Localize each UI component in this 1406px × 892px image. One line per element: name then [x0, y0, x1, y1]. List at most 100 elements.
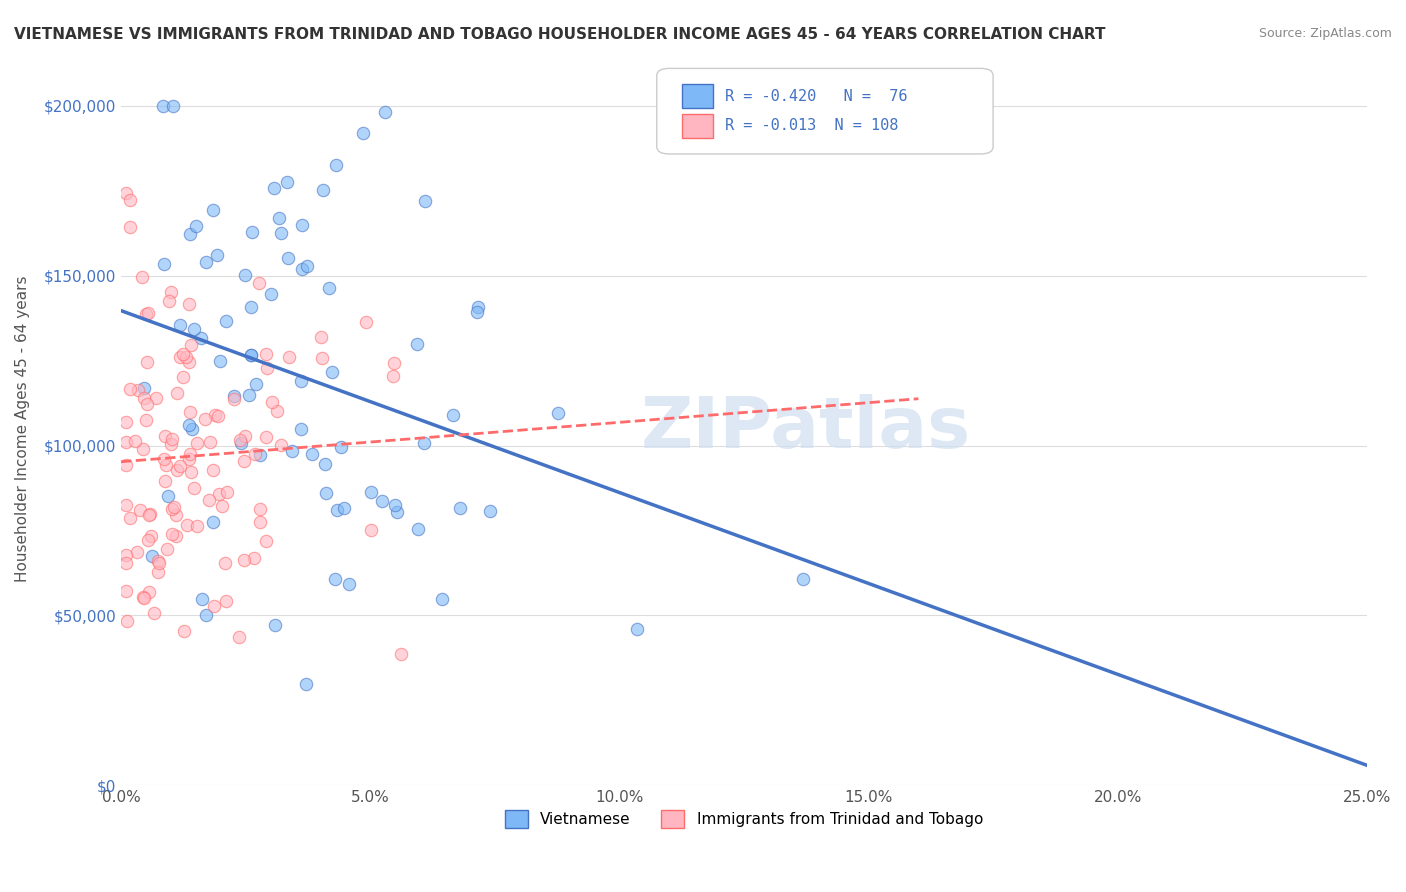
Immigrants from Trinidad and Tobago: [165, 529, 187, 543]
Immigrants from Trinidad and Tobago: [160, 502, 183, 516]
Immigrants from Trinidad and Tobago: [134, 391, 156, 405]
Vietnamese: [405, 337, 427, 351]
Vietnamese: [291, 218, 314, 232]
Vietnamese: [295, 677, 318, 691]
Immigrants from Trinidad and Tobago: [118, 382, 141, 396]
Immigrants from Trinidad and Tobago: [148, 557, 170, 571]
Vietnamese: [156, 489, 179, 503]
Vietnamese: [467, 300, 489, 314]
Vietnamese: [465, 305, 488, 319]
Immigrants from Trinidad and Tobago: [180, 465, 202, 479]
Legend: Vietnamese, Immigrants from Trinidad and Tobago: Vietnamese, Immigrants from Trinidad and…: [499, 804, 988, 835]
Vietnamese: [290, 375, 312, 389]
Bar: [682, 114, 713, 137]
Immigrants from Trinidad and Tobago: [360, 523, 382, 537]
Vietnamese: [141, 549, 163, 564]
Vietnamese: [626, 622, 648, 636]
Immigrants from Trinidad and Tobago: [354, 316, 377, 330]
Immigrants from Trinidad and Tobago: [138, 584, 160, 599]
Immigrants from Trinidad and Tobago: [201, 463, 224, 477]
Immigrants from Trinidad and Tobago: [146, 565, 169, 579]
Immigrants from Trinidad and Tobago: [134, 591, 156, 606]
Vietnamese: [312, 183, 335, 197]
Immigrants from Trinidad and Tobago: [202, 599, 225, 614]
Immigrants from Trinidad and Tobago: [127, 383, 149, 397]
Immigrants from Trinidad and Tobago: [235, 429, 257, 443]
Immigrants from Trinidad and Tobago: [382, 369, 405, 384]
Vietnamese: [179, 227, 201, 241]
Immigrants from Trinidad and Tobago: [136, 306, 159, 320]
Immigrants from Trinidad and Tobago: [115, 415, 138, 429]
Immigrants from Trinidad and Tobago: [135, 397, 157, 411]
Vietnamese: [449, 500, 471, 515]
Vietnamese: [263, 181, 285, 195]
Immigrants from Trinidad and Tobago: [142, 606, 165, 620]
Vietnamese: [184, 219, 207, 233]
Immigrants from Trinidad and Tobago: [173, 624, 195, 639]
Immigrants from Trinidad and Tobago: [183, 481, 205, 495]
Immigrants from Trinidad and Tobago: [115, 584, 138, 599]
Vietnamese: [231, 436, 253, 450]
Vietnamese: [318, 281, 340, 295]
Y-axis label: Householder Income Ages 45 - 64 years: Householder Income Ages 45 - 64 years: [15, 276, 30, 582]
Vietnamese: [195, 254, 218, 268]
Immigrants from Trinidad and Tobago: [311, 351, 333, 365]
Immigrants from Trinidad and Tobago: [198, 434, 221, 449]
Immigrants from Trinidad and Tobago: [115, 186, 138, 200]
Immigrants from Trinidad and Tobago: [157, 293, 180, 308]
Immigrants from Trinidad and Tobago: [128, 503, 150, 517]
Vietnamese: [384, 498, 406, 512]
Vietnamese: [207, 248, 229, 262]
Immigrants from Trinidad and Tobago: [127, 545, 149, 559]
Immigrants from Trinidad and Tobago: [186, 435, 208, 450]
Immigrants from Trinidad and Tobago: [155, 429, 177, 443]
Immigrants from Trinidad and Tobago: [172, 346, 194, 360]
Vietnamese: [162, 99, 184, 113]
Immigrants from Trinidad and Tobago: [159, 285, 181, 300]
Immigrants from Trinidad and Tobago: [186, 519, 208, 533]
Vietnamese: [215, 314, 238, 328]
Vietnamese: [277, 251, 299, 265]
Immigrants from Trinidad and Tobago: [311, 330, 333, 344]
Vietnamese: [792, 572, 814, 586]
Vietnamese: [190, 331, 212, 345]
Vietnamese: [249, 448, 271, 462]
Vietnamese: [321, 365, 343, 379]
Vietnamese: [270, 226, 292, 240]
Vietnamese: [339, 577, 361, 591]
Vietnamese: [326, 502, 349, 516]
Vietnamese: [413, 435, 436, 450]
Vietnamese: [169, 318, 191, 332]
Vietnamese: [408, 522, 430, 536]
Immigrants from Trinidad and Tobago: [145, 392, 167, 406]
Immigrants from Trinidad and Tobago: [155, 458, 177, 473]
Immigrants from Trinidad and Tobago: [254, 430, 277, 444]
Immigrants from Trinidad and Tobago: [224, 392, 246, 406]
Immigrants from Trinidad and Tobago: [176, 350, 198, 364]
Immigrants from Trinidad and Tobago: [229, 433, 252, 447]
Vietnamese: [297, 259, 319, 273]
Vietnamese: [202, 516, 225, 530]
Immigrants from Trinidad and Tobago: [262, 395, 284, 409]
Immigrants from Trinidad and Tobago: [160, 526, 183, 541]
Immigrants from Trinidad and Tobago: [115, 498, 138, 512]
Text: R = -0.420   N =  76: R = -0.420 N = 76: [725, 88, 908, 103]
Vietnamese: [329, 440, 352, 454]
Vietnamese: [478, 504, 501, 518]
Immigrants from Trinidad and Tobago: [278, 350, 301, 364]
Immigrants from Trinidad and Tobago: [208, 487, 231, 501]
Immigrants from Trinidad and Tobago: [256, 533, 278, 548]
Vietnamese: [195, 607, 218, 622]
Vietnamese: [276, 175, 298, 189]
Immigrants from Trinidad and Tobago: [249, 502, 271, 516]
Text: Source: ZipAtlas.com: Source: ZipAtlas.com: [1258, 27, 1392, 40]
Vietnamese: [233, 268, 256, 282]
Immigrants from Trinidad and Tobago: [215, 484, 238, 499]
Text: ZIPatlas: ZIPatlas: [641, 394, 972, 463]
Immigrants from Trinidad and Tobago: [138, 507, 160, 521]
Vietnamese: [240, 348, 263, 362]
Immigrants from Trinidad and Tobago: [169, 351, 191, 365]
Immigrants from Trinidad and Tobago: [211, 499, 233, 513]
Immigrants from Trinidad and Tobago: [135, 307, 157, 321]
Text: R = -0.013  N = 108: R = -0.013 N = 108: [725, 118, 898, 133]
